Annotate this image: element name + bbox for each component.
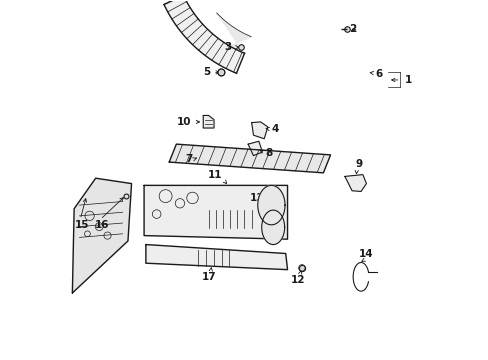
Text: 15: 15 — [75, 220, 90, 230]
Text: 6: 6 — [375, 69, 382, 79]
Polygon shape — [144, 185, 287, 239]
Text: 5: 5 — [203, 67, 210, 77]
Text: 4: 4 — [271, 124, 278, 134]
Text: 11: 11 — [207, 170, 222, 180]
Polygon shape — [251, 122, 267, 139]
Text: 13: 13 — [249, 193, 264, 203]
Polygon shape — [261, 210, 284, 244]
Polygon shape — [169, 144, 330, 173]
Text: 7: 7 — [185, 154, 192, 164]
Polygon shape — [216, 13, 251, 53]
Text: 9: 9 — [355, 159, 362, 169]
Polygon shape — [203, 116, 214, 128]
Text: 12: 12 — [290, 275, 305, 285]
Polygon shape — [247, 141, 262, 156]
Polygon shape — [163, 0, 244, 73]
Text: 2: 2 — [349, 24, 356, 35]
Text: 16: 16 — [94, 220, 109, 230]
Polygon shape — [72, 178, 131, 293]
Text: 8: 8 — [265, 148, 272, 158]
Text: 10: 10 — [177, 117, 191, 127]
Text: 1: 1 — [405, 75, 411, 85]
Text: 14: 14 — [358, 249, 373, 259]
Polygon shape — [257, 185, 285, 225]
Text: 3: 3 — [224, 42, 231, 52]
Text: 17: 17 — [201, 272, 216, 282]
Polygon shape — [344, 175, 366, 192]
Polygon shape — [145, 244, 287, 270]
